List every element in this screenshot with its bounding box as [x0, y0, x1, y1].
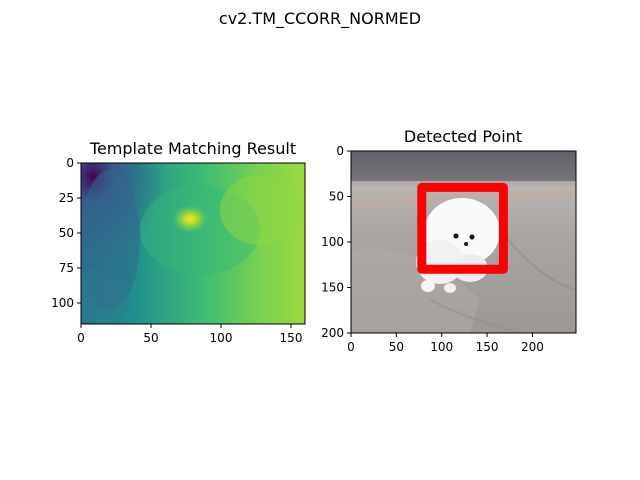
photo-y-tick-label: 200: [321, 326, 344, 340]
photo-y-tick-label: 100: [321, 235, 344, 249]
heatmap-y-tick-label: 50: [59, 226, 74, 240]
photo-y-tick-label: 50: [329, 190, 344, 204]
heatmap-peak: [172, 205, 209, 233]
photo-title: Detected Point: [404, 127, 522, 146]
figure-suptitle: cv2.TM_CCORR_NORMED: [219, 9, 421, 29]
heatmap-x-tick-label: 50: [143, 331, 158, 345]
photo-x-tick-label: 200: [521, 340, 544, 354]
heatmap-y-ticks: 0 25 50 75 100: [51, 156, 81, 310]
photo-x-tick-label: 100: [430, 340, 453, 354]
photo-y-ticks: 0 50 100 150 200: [321, 144, 351, 340]
photo-axes: Detected Point 0 50 100 150 200 0 50 100 150: [321, 127, 577, 354]
heatmap-image: [81, 163, 305, 324]
photo-x-tick-label: 50: [389, 340, 404, 354]
heatmap-x-tick-label: 100: [210, 331, 233, 345]
photo-y-tick-label: 0: [336, 144, 344, 158]
heatmap-x-ticks: 0 50 100 150: [77, 324, 302, 345]
heatmap-y-tick-label: 75: [59, 261, 74, 275]
heatmap-x-tick-label: 0: [77, 331, 85, 345]
heatmap-y-tick-label: 100: [51, 296, 74, 310]
photo-x-tick-label: 150: [476, 340, 499, 354]
detected-rectangle: [417, 182, 508, 274]
photo-x-tick-label: 0: [347, 340, 355, 354]
heatmap-y-tick-label: 0: [66, 156, 74, 170]
heatmap-axes: Template Matching Result 0 50 100 150 0 25 50…: [51, 139, 306, 345]
heatmap-x-tick-label: 150: [280, 331, 303, 345]
photo-x-ticks: 0 50 100 150 200: [347, 333, 544, 354]
photo-y-tick-label: 150: [321, 281, 344, 295]
heatmap-y-tick-label: 25: [59, 191, 74, 205]
heatmap-title: Template Matching Result: [89, 139, 296, 158]
photo-image: [351, 151, 576, 333]
